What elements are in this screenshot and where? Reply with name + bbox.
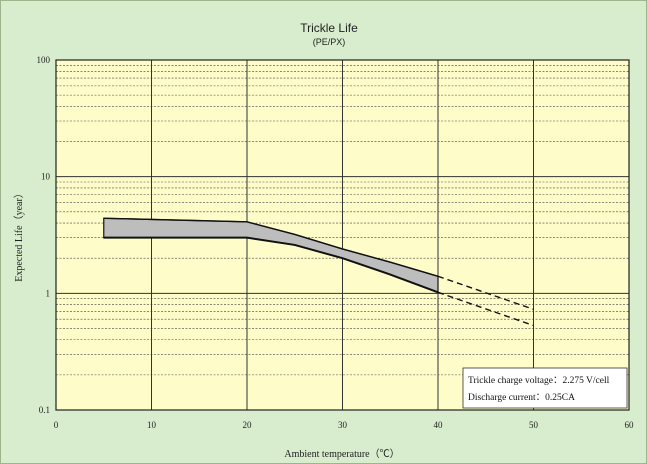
x-axis-label: Ambient temperature（℃） (284, 448, 399, 460)
plot-border (55, 59, 630, 411)
y-tick-label: 10 (41, 172, 51, 182)
chart-subtitle: (PE/PX) (313, 37, 346, 47)
annotation-voltage: Trickle charge voltage：2.275 V/cell (468, 376, 610, 386)
x-tick-label: 10 (147, 420, 157, 430)
tick-labels: 0.1 1 10 100 0 10 20 30 40 50 60 (37, 55, 635, 430)
data-marks (103, 217, 534, 327)
y-tick-label: 100 (37, 55, 51, 65)
x-tick-label: 50 (529, 420, 539, 430)
x-tick-label: 40 (434, 420, 444, 430)
annotation-box: Trickle charge voltage：2.275 V/cell Disc… (462, 367, 628, 409)
x-tick-label: 30 (338, 420, 348, 430)
x-tick-label: 60 (625, 420, 635, 430)
upper-extrapolation-line (437, 275, 534, 310)
x-tick-label: 0 (54, 420, 59, 430)
y-tick-label: 1 (46, 288, 51, 298)
chart-title: Trickle Life (300, 21, 358, 35)
x-tick-label: 20 (243, 420, 253, 430)
y-tick-label: 0.1 (39, 405, 50, 415)
lower-extrapolation-line (437, 291, 534, 327)
lower-life-line (103, 236, 439, 294)
y-axis-label: Expected Life（year） (13, 188, 25, 282)
upper-life-line (103, 217, 439, 277)
annotation-current: Discharge current：0.25CA (468, 393, 575, 403)
